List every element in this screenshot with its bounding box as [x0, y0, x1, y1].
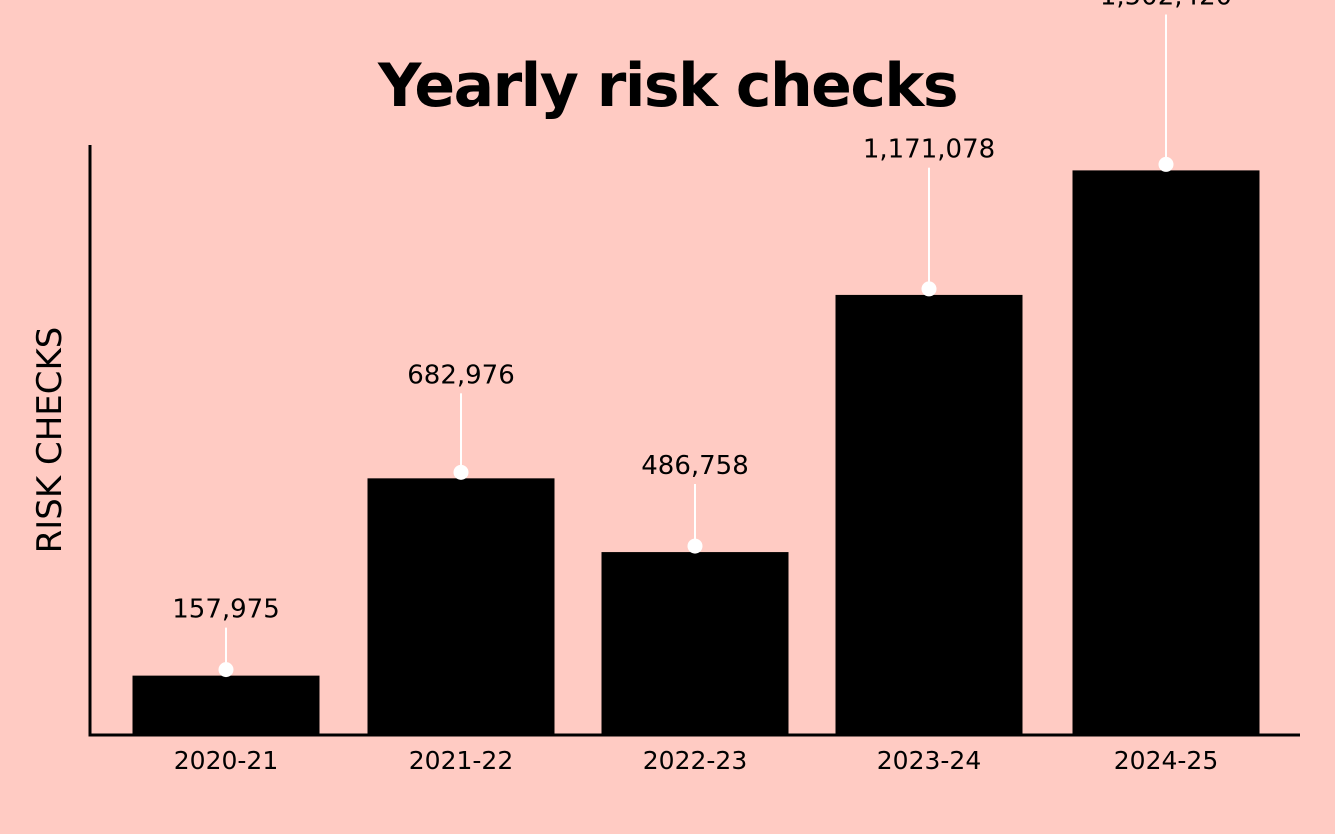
bar-2023-24 [835, 294, 1023, 735]
leader-dot-2021-22 [453, 464, 469, 480]
data-label-2023-24: 1,171,078 [863, 135, 995, 165]
bar-2021-22 [367, 478, 555, 735]
x-tick-2023-24: 2023-24 [877, 746, 981, 775]
labels-layer: 157,975 682,976 486,758 1,171,078 1,502,420 [172, 0, 1232, 625]
chart-title: Yearly risk checks [377, 51, 959, 121]
axes-layer [88, 145, 1300, 737]
leader-dot-2024-25 [1158, 156, 1174, 172]
bar-2022-23 [601, 552, 789, 735]
data-label-2022-23: 486,758 [641, 451, 749, 481]
x-tick-labels: 2020-21 2021-22 2022-23 2023-24 2024-25 [174, 746, 1218, 775]
leaders-layer [218, 14, 1174, 678]
x-tick-2020-21: 2020-21 [174, 746, 278, 775]
leader-dot-2023-24 [921, 281, 937, 297]
leader-dot-2022-23 [687, 538, 703, 554]
bar-2020-21 [132, 675, 320, 735]
bars-layer [132, 170, 1260, 735]
data-label-2020-21: 157,975 [172, 595, 280, 625]
x-tick-2021-22: 2021-22 [409, 746, 513, 775]
x-tick-2024-25: 2024-25 [1114, 746, 1218, 775]
bar-2024-25 [1072, 170, 1260, 735]
leader-dot-2020-21 [218, 662, 234, 678]
data-label-2024-25: 1,502,420 [1100, 0, 1232, 12]
x-tick-2022-23: 2022-23 [643, 746, 747, 775]
data-label-2021-22: 682,976 [407, 360, 515, 390]
